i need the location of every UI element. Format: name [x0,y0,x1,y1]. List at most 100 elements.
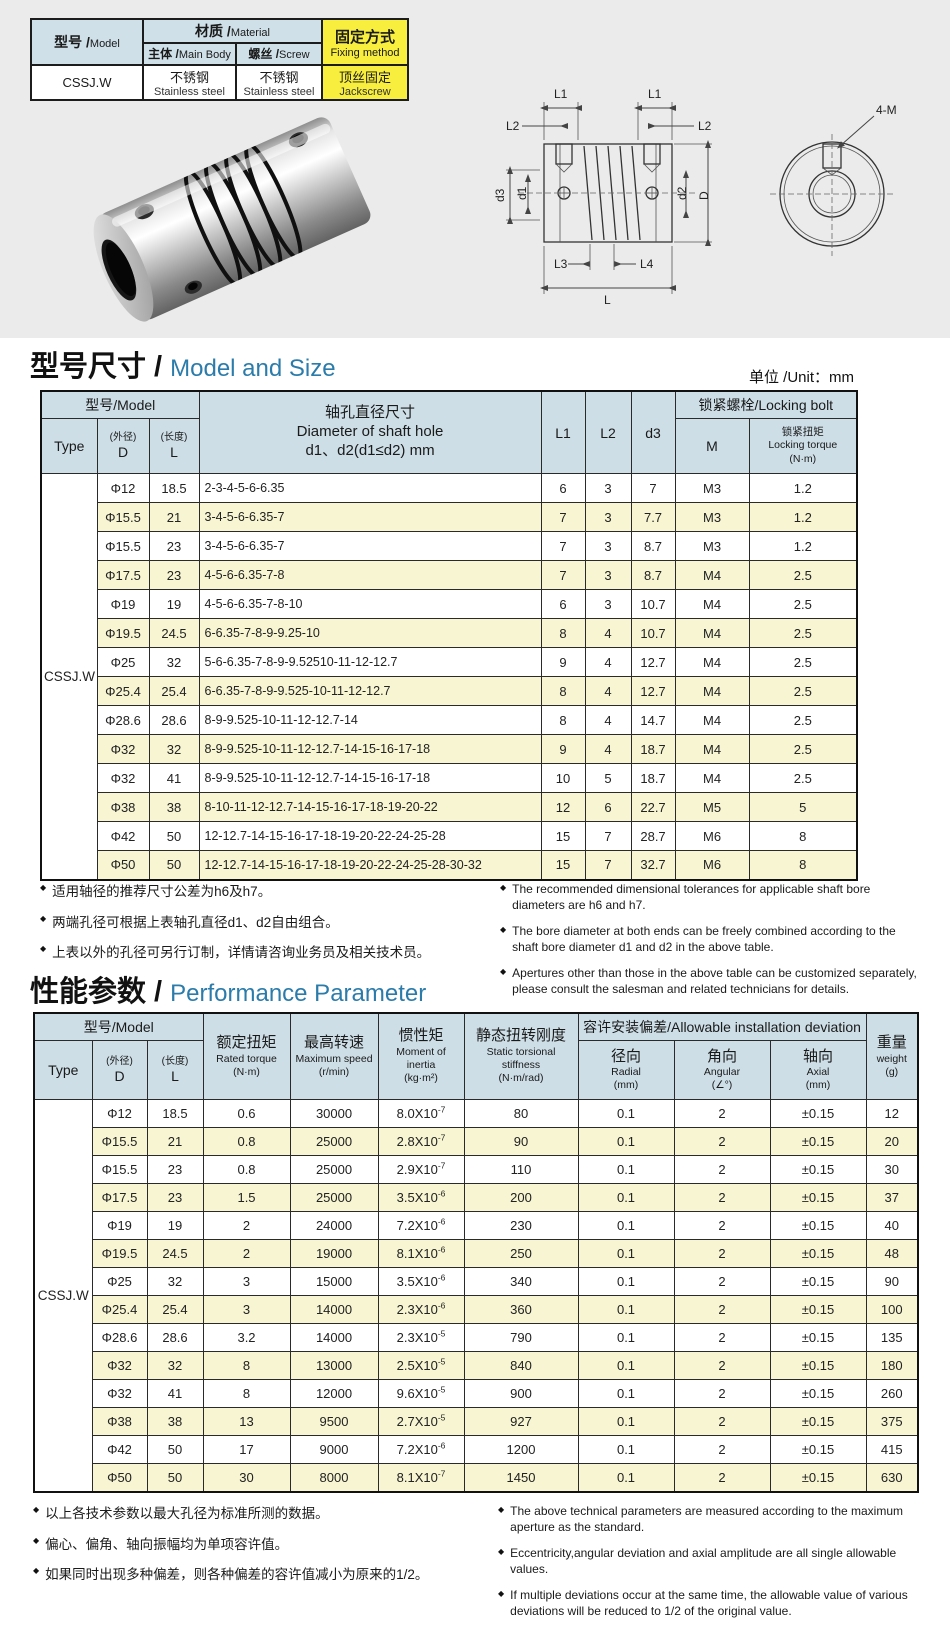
cell-bore: 5-6-6.35-7-8-9-9.52510-11-12-12.7 [198,647,542,677]
cell-inertia: 2.8X10-7 [377,1127,465,1156]
cell-torque: 3 [202,1267,291,1296]
note-item: ◆ If multiple deviations occur at the sam… [498,1588,923,1619]
note-text: Apertures other than those in the above … [512,966,917,996]
cell-stiffness: 840 [463,1351,579,1380]
svg-text:D: D [697,191,711,200]
cell-torque: 17 [202,1435,291,1464]
cell-d3: 12.7 [630,647,676,677]
cell-l: 19 [146,1211,204,1240]
cell-d: Φ19.5 [91,1239,148,1268]
diamond-bullet-icon: ◆ [498,1547,505,1557]
cell-bore: 2-3-4-5-6-6.35 [198,473,542,503]
header-stiffness: 静态扭转刚度 Static torsional stiffness (N·m/r… [463,1012,579,1100]
cell-speed: 14000 [289,1323,379,1352]
cell-l: 19 [148,589,200,619]
cell-radial: 0.1 [577,1463,675,1492]
note-item: ◆ 如果同时出现多种偏差，则各种偏差的容许值减小为原来的1/2。 [33,1565,473,1585]
header-d: (外径) D [91,1040,148,1100]
cell-torque: 0.8 [202,1127,291,1156]
cell-bore: 8-10-11-12-12.7-14-15-16-17-18-19-20-22 [198,792,542,822]
cell-axial: ±0.15 [769,1435,867,1464]
cell-weight: 135 [865,1323,919,1352]
cell-l2: 7 [584,850,632,880]
cell-m: M5 [674,792,750,822]
cell-radial: 0.1 [577,1239,675,1268]
note-text: 以上各技术参数以最大孔径为标准所测的数据。 [45,1506,329,1521]
header-angular: 角向 Angular (∠°) [673,1040,771,1100]
cell-bore: 12-12.7-14-15-16-17-18-19-20-22-24-25-28… [198,850,542,880]
note-text: 如果同时出现多种偏差，则各种偏差的容许值减小为原来的1/2。 [45,1567,429,1583]
cell-l2: 3 [584,560,632,590]
table-row: Φ28.6 28.6 3.2 14000 2.3X10-5 790 0.1 2 ±0.15 135 [34,1323,919,1352]
cell-torque: 2.5 [748,647,858,677]
cell-l2: 7 [584,821,632,851]
cell-stiffness: 1450 [463,1463,579,1492]
cell-l: 50 [148,821,200,851]
header-bore: 轴孔直径尺寸 Diameter of shaft hole d1、d2(d1≤d… [198,390,542,474]
cell-d3: 22.7 [630,792,676,822]
cell-radial: 0.1 [577,1323,675,1352]
table-row: Φ38 38 13 9500 2.7X10-5 927 0.1 2 ±0.15 375 [34,1407,919,1436]
table-row: Φ25 32 3 15000 3.5X10-6 340 0.1 2 ±0.15 90 [34,1267,919,1296]
header-type: Type [33,1040,93,1100]
cell-d3: 10.7 [630,589,676,619]
cell-l: 23 [146,1155,204,1184]
cell-l: 50 [146,1463,204,1492]
table-row: Φ42 50 17 9000 7.2X10-6 1200 0.1 2 ±0.15 415 [34,1435,919,1464]
cell-stiffness: 360 [463,1295,579,1324]
cell-axial: ±0.15 [769,1351,867,1380]
diamond-bullet-icon: ◆ [500,883,507,892]
cell-d3: 8.7 [630,531,676,561]
table-row: Φ25.4 25.4 6-6.35-7-8-9-9.525-10-11-12-12.… [41,676,858,706]
table-row: CSSJ.W Φ12 18.5 0.6 30000 8.0X10-7 80 0.1 2 ±0.15… [33,1099,919,1492]
cell-l: 24.5 [148,618,200,648]
header-model-group: 型号/Model [33,1012,204,1041]
cell-weight: 260 [865,1379,919,1408]
cell-torque: 2.5 [748,676,858,706]
table-row: Φ50 50 30 8000 8.1X10-7 1450 0.1 2 ±0.15 630 [34,1463,919,1492]
cell-radial: 0.1 [577,1267,675,1296]
cell-l1: 9 [540,734,586,764]
cell-d: Φ19 [96,589,150,619]
cell-speed: 25000 [289,1127,379,1156]
table-row: Φ17.5 23 4-5-6-6.35-7-8 7 3 8.7 M4 2.5 [41,560,858,590]
cell-d: Φ12 [96,473,150,503]
cell-d: Φ15.5 [91,1155,148,1184]
coupling-body [93,117,371,322]
table-row: Φ15.5 23 0.8 25000 2.9X10-7 110 0.1 2 ±0.15 30 [34,1155,919,1184]
cell-radial: 0.1 [577,1351,675,1380]
cell-d3: 14.7 [630,705,676,735]
cell-d: Φ32 [96,734,150,764]
cell-axial: ±0.15 [769,1239,867,1268]
size-section-title: 型号尺寸 / Model and Size [30,343,336,385]
cell-l: 32 [146,1267,204,1296]
cell-torque: 8 [748,821,858,851]
cell-torque: 2 [202,1239,291,1268]
cell-inertia: 8.0X10-7 [377,1099,465,1128]
cell-stiffness: 340 [463,1267,579,1296]
cell-l2: 5 [584,763,632,793]
top-band: 型号 /Model 材质 /Material 固定方式 Fixing metho… [0,0,950,338]
cell-axial: ±0.15 [769,1127,867,1156]
cell-d: Φ32 [91,1379,148,1408]
cell-axial: ±0.15 [769,1407,867,1436]
svg-text:L4: L4 [640,257,654,271]
note-item: ◆ 以上各技术参数以最大孔径为标准所测的数据。 [33,1504,473,1524]
header-model-group: 型号/Model [40,390,200,419]
spec-material-header: 材质 /Material [142,18,323,44]
cell-l: 28.6 [148,705,200,735]
cell-bore: 4-5-6-6.35-7-8 [198,560,542,590]
cell-speed: 8000 [289,1463,379,1492]
diamond-bullet-icon: ◆ [500,925,507,935]
note-item: ◆ Eccentricity,angular deviation and axia… [498,1546,923,1577]
cell-d3: 8.7 [630,560,676,590]
spec-mainbody-header: 主体 /Main Body [142,42,237,66]
cell-bore: 8-9-9.525-10-11-12-12.7-14 [198,705,542,735]
diamond-bullet-icon: ◆ [40,913,47,923]
svg-text:L2: L2 [698,119,712,133]
cell-torque: 2.5 [748,763,858,793]
svg-text:d3: d3 [493,188,507,202]
note-text: 上表以外的孔径可另行订制，详情请咨询业务员及相关技术员。 [52,945,431,961]
cell-radial: 0.1 [577,1155,675,1184]
cell-l: 21 [148,502,200,532]
